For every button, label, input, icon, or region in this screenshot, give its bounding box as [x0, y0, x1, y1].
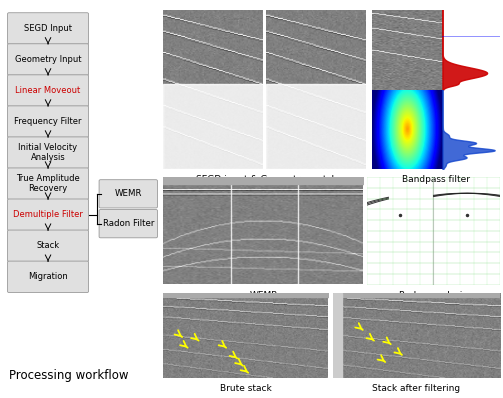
Text: Frequency Filter: Frequency Filter	[14, 117, 82, 126]
Bar	[163, 177, 364, 184]
Text: Stack: Stack	[37, 241, 59, 250]
Text: Linear Moveout: Linear Moveout	[16, 86, 80, 95]
Bar	[163, 293, 328, 297]
Text: WEMR: WEMR	[115, 189, 142, 198]
FancyBboxPatch shape	[8, 261, 89, 293]
Bar	[332, 293, 342, 378]
Text: True Amplitude
Recovery: True Amplitude Recovery	[16, 174, 80, 193]
Text: Radon Filter: Radon Filter	[103, 219, 154, 228]
Text: SEGD Input: SEGD Input	[24, 24, 72, 33]
FancyBboxPatch shape	[8, 137, 89, 168]
Text: Stack after filtering: Stack after filtering	[373, 384, 461, 393]
Bar	[332, 293, 500, 297]
Text: Migration: Migration	[28, 272, 68, 281]
Text: SEGD input & Geometry match: SEGD input & Geometry match	[196, 175, 337, 184]
FancyBboxPatch shape	[8, 75, 89, 106]
Text: WEMR: WEMR	[249, 291, 278, 300]
FancyBboxPatch shape	[8, 230, 89, 261]
FancyBboxPatch shape	[8, 168, 89, 199]
Text: Radon analysis: Radon analysis	[399, 291, 467, 300]
FancyBboxPatch shape	[8, 199, 89, 230]
Text: Initial Velocity
Analysis: Initial Velocity Analysis	[19, 143, 77, 162]
FancyBboxPatch shape	[8, 13, 89, 44]
FancyBboxPatch shape	[99, 180, 157, 208]
Text: Brute stack: Brute stack	[220, 384, 272, 393]
Bar	[266, 84, 367, 169]
FancyBboxPatch shape	[99, 209, 157, 238]
Text: Processing workflow: Processing workflow	[9, 369, 129, 382]
FancyBboxPatch shape	[8, 106, 89, 137]
Text: Bandpass filter: Bandpass filter	[402, 175, 470, 184]
Text: Geometry Input: Geometry Input	[15, 55, 81, 64]
Text: Demultiple Filter: Demultiple Filter	[13, 210, 83, 219]
Bar	[163, 84, 264, 169]
FancyBboxPatch shape	[8, 44, 89, 75]
